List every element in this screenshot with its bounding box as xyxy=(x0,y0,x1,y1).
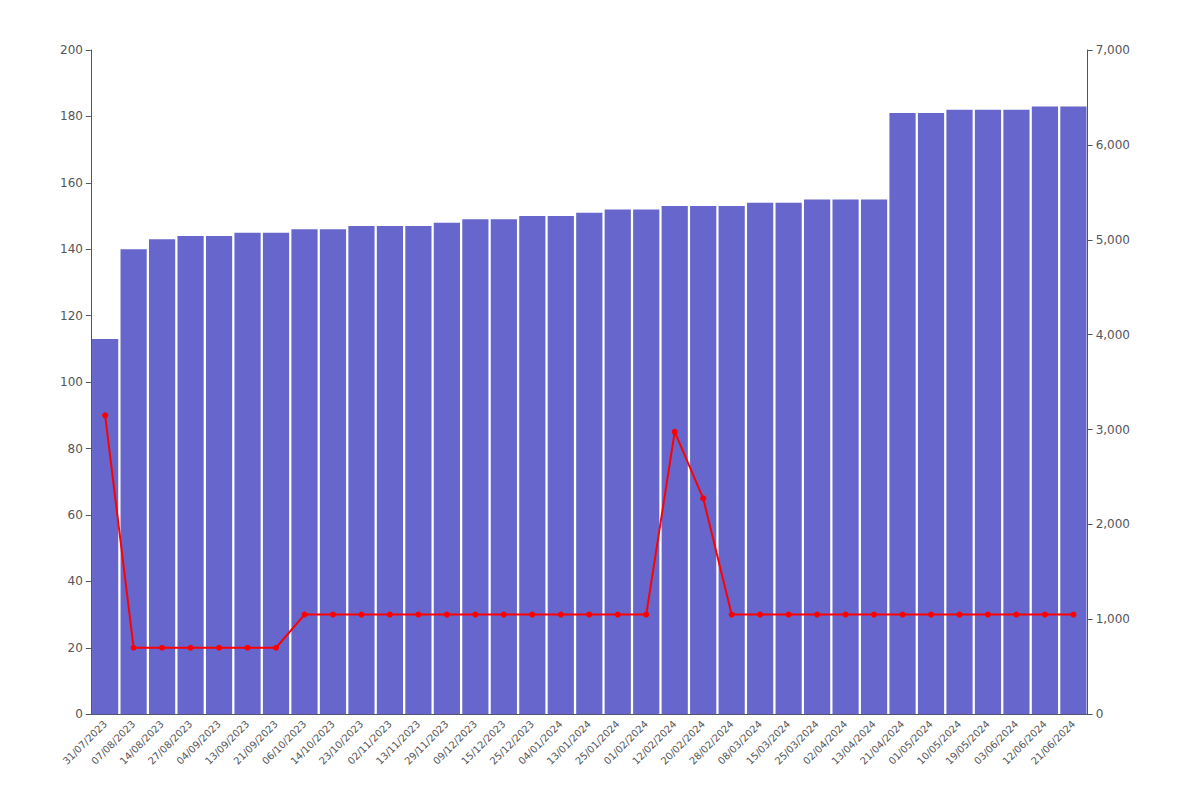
svg-text:09/12/2023: 09/12/2023 xyxy=(430,718,480,767)
svg-text:100: 100 xyxy=(60,375,83,389)
svg-text:12/02/2024: 12/02/2024 xyxy=(630,718,679,767)
svg-text:4,000: 4,000 xyxy=(1096,328,1130,342)
svg-text:15/12/2023: 15/12/2023 xyxy=(459,718,508,767)
svg-text:21/09/2023: 21/09/2023 xyxy=(231,718,280,767)
svg-text:23/10/2023: 23/10/2023 xyxy=(316,718,366,767)
svg-text:07/08/2023: 07/08/2023 xyxy=(89,718,138,767)
svg-text:200: 200 xyxy=(60,43,83,57)
svg-text:20: 20 xyxy=(68,641,83,655)
svg-text:19/05/2024: 19/05/2024 xyxy=(943,718,992,767)
svg-text:21/04/2024: 21/04/2024 xyxy=(858,718,907,767)
svg-text:0: 0 xyxy=(1096,707,1104,721)
svg-text:03/06/2024: 03/06/2024 xyxy=(971,718,1021,767)
svg-text:01/05/2024: 01/05/2024 xyxy=(886,718,935,767)
svg-text:29/11/2023: 29/11/2023 xyxy=(402,718,451,767)
svg-text:20/02/2024: 20/02/2024 xyxy=(658,718,708,767)
svg-text:1,000: 1,000 xyxy=(1096,612,1130,626)
svg-text:180: 180 xyxy=(60,109,83,123)
svg-text:31/07/2023: 31/07/2023 xyxy=(60,718,109,767)
svg-text:60: 60 xyxy=(68,508,83,522)
svg-text:80: 80 xyxy=(68,442,83,456)
svg-text:25/03/2024: 25/03/2024 xyxy=(772,718,821,767)
svg-text:14/10/2023: 14/10/2023 xyxy=(288,718,337,767)
svg-text:5,000: 5,000 xyxy=(1096,233,1130,247)
svg-text:25/01/2024: 25/01/2024 xyxy=(573,718,622,767)
svg-text:140: 140 xyxy=(60,242,83,256)
svg-text:12/06/2024: 12/06/2024 xyxy=(1000,718,1049,767)
svg-text:21/06/2024: 21/06/2024 xyxy=(1029,718,1077,766)
svg-text:28/02/2024: 28/02/2024 xyxy=(687,718,736,767)
svg-text:15/03/2024: 15/03/2024 xyxy=(744,718,793,767)
svg-text:06/10/2023: 06/10/2023 xyxy=(259,718,309,767)
svg-text:01/02/2024: 01/02/2024 xyxy=(601,718,651,767)
svg-text:02/04/2024: 02/04/2024 xyxy=(801,718,850,767)
svg-text:160: 160 xyxy=(60,176,83,190)
svg-text:2,000: 2,000 xyxy=(1096,517,1130,531)
svg-text:04/09/2023: 04/09/2023 xyxy=(174,718,223,767)
svg-text:10/05/2024: 10/05/2024 xyxy=(914,718,964,767)
svg-text:02/11/2023: 02/11/2023 xyxy=(345,718,394,767)
svg-text:0: 0 xyxy=(75,707,83,721)
svg-text:120: 120 xyxy=(60,309,83,323)
svg-text:04/01/2024: 04/01/2024 xyxy=(516,718,565,767)
svg-text:7,000: 7,000 xyxy=(1096,43,1130,57)
svg-text:13/11/2023: 13/11/2023 xyxy=(373,718,423,767)
svg-text:13/09/2023: 13/09/2023 xyxy=(203,718,252,767)
svg-text:08/03/2024: 08/03/2024 xyxy=(715,718,764,767)
svg-text:27/08/2023: 27/08/2023 xyxy=(146,718,195,767)
svg-text:14/08/2023: 14/08/2023 xyxy=(117,718,166,767)
svg-text:3,000: 3,000 xyxy=(1096,423,1130,437)
svg-text:13/01/2024: 13/01/2024 xyxy=(544,718,594,767)
svg-text:25/12/2023: 25/12/2023 xyxy=(487,718,537,767)
svg-text:13/04/2024: 13/04/2024 xyxy=(829,718,878,767)
svg-text:6,000: 6,000 xyxy=(1096,138,1130,152)
svg-text:40: 40 xyxy=(68,574,83,588)
